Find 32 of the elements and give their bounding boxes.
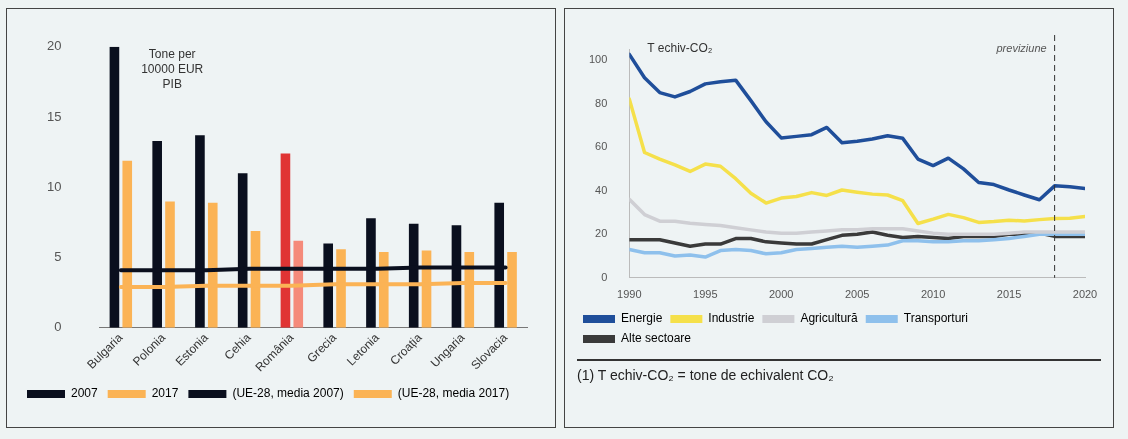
y-tick-label: 40 — [595, 183, 608, 196]
y-tick-label: 20 — [595, 227, 608, 240]
legend-label: 2007 — [71, 386, 99, 401]
y-axis-title: T echiv-CO₂ — [647, 41, 713, 56]
legend-label: Transporturi — [903, 311, 968, 326]
y-tick-label: 100 — [588, 52, 608, 65]
x-tick-label: 1995 — [693, 288, 718, 301]
ref-line-label: previziune — [995, 42, 1047, 55]
legend-label: (UE-28, media 2017) — [397, 386, 510, 401]
legend-label: Energie — [621, 311, 663, 326]
y-tick-label: 15 — [46, 108, 62, 124]
y-tick-label: 20 — [46, 38, 62, 54]
y-tick-label: 5 — [54, 249, 62, 265]
y-tick-label: 0 — [54, 319, 62, 335]
x-tick-label: 2015 — [996, 288, 1022, 301]
x-tick-label: 2000 — [768, 288, 794, 301]
legend-label: Agricultură — [800, 311, 859, 326]
legend-label: Alte sectoare — [621, 331, 692, 346]
x-tick-label: 2020 — [1072, 288, 1098, 301]
y-tick-label: 10 — [46, 178, 62, 194]
y-tick-label: 0 — [601, 270, 608, 283]
legend-label: Industrie — [708, 311, 755, 326]
text: (1) T echiv-CO₂ = tone de echivalent CO₂ — [577, 359, 1101, 383]
legend-label: 2017 — [151, 386, 179, 401]
x-tick-label: 2010 — [920, 288, 946, 301]
bar — [293, 240, 304, 328]
x-tick-label: 2005 — [844, 288, 870, 301]
y-tick-label: 80 — [595, 96, 608, 109]
x-tick-label: 1990 — [617, 288, 642, 301]
y-axis-title: Tone per 10000 EUR PIB — [141, 47, 204, 92]
legend-label: (UE-28, media 2007) — [232, 386, 344, 401]
y-tick-label: 60 — [595, 140, 608, 153]
